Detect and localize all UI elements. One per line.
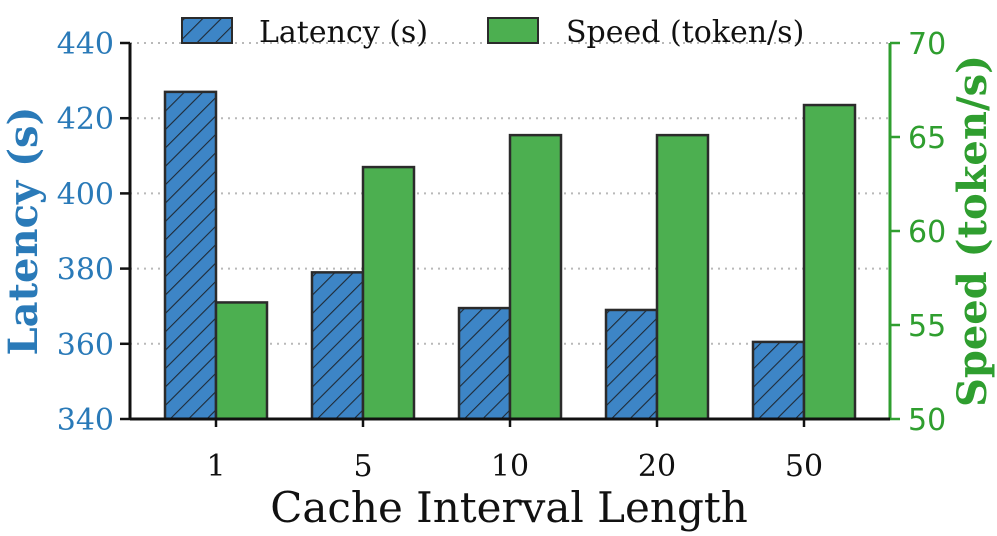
left-y-axis-title: Latency (s) <box>0 107 47 356</box>
right-y-axis-title: Speed (token/s) <box>949 55 996 407</box>
speed-bar <box>802 103 857 421</box>
speed-bar <box>361 165 416 421</box>
x-tick-label: 1 <box>206 449 225 484</box>
left-tick-label: 420 <box>57 102 114 137</box>
x-tick-label: 10 <box>491 449 529 484</box>
legend: Latency (s) Speed (token/s) <box>181 15 804 50</box>
legend-latency-swatch <box>181 17 233 44</box>
left-tick-label: 440 <box>57 27 114 62</box>
x-tick-label: 5 <box>353 449 372 484</box>
legend-speed-label: Speed (token/s) <box>566 15 804 50</box>
tick-labels: 1 5 10 20 50 340 360 380 400 420 440 50 55 60 65 70 <box>57 27 946 484</box>
left-tick-label: 400 <box>57 177 114 212</box>
speed-bar <box>214 301 269 421</box>
left-tick-label: 340 <box>57 403 114 438</box>
x-axis-title: Cache Interval Length <box>270 483 748 532</box>
right-tick-label: 65 <box>908 121 946 156</box>
right-tick-label: 50 <box>908 403 946 438</box>
x-tick-label: 50 <box>785 449 823 484</box>
latency-bar <box>163 90 218 421</box>
latency-bar <box>751 340 806 421</box>
left-tick-label: 360 <box>57 328 114 363</box>
latency-bar <box>457 306 512 421</box>
legend-speed-swatch <box>487 17 539 44</box>
latency-bar <box>310 271 365 421</box>
x-tick-label: 20 <box>638 449 676 484</box>
speed-bar <box>655 133 710 421</box>
right-tick-label: 70 <box>908 27 946 62</box>
latency-bar <box>604 308 659 421</box>
right-tick-label: 55 <box>908 309 946 344</box>
right-tick-label: 60 <box>908 215 946 250</box>
legend-latency-label: Latency (s) <box>259 15 428 50</box>
speed-bar <box>508 133 563 421</box>
left-tick-label: 380 <box>57 253 114 288</box>
axes <box>120 41 900 427</box>
bars <box>163 90 857 421</box>
